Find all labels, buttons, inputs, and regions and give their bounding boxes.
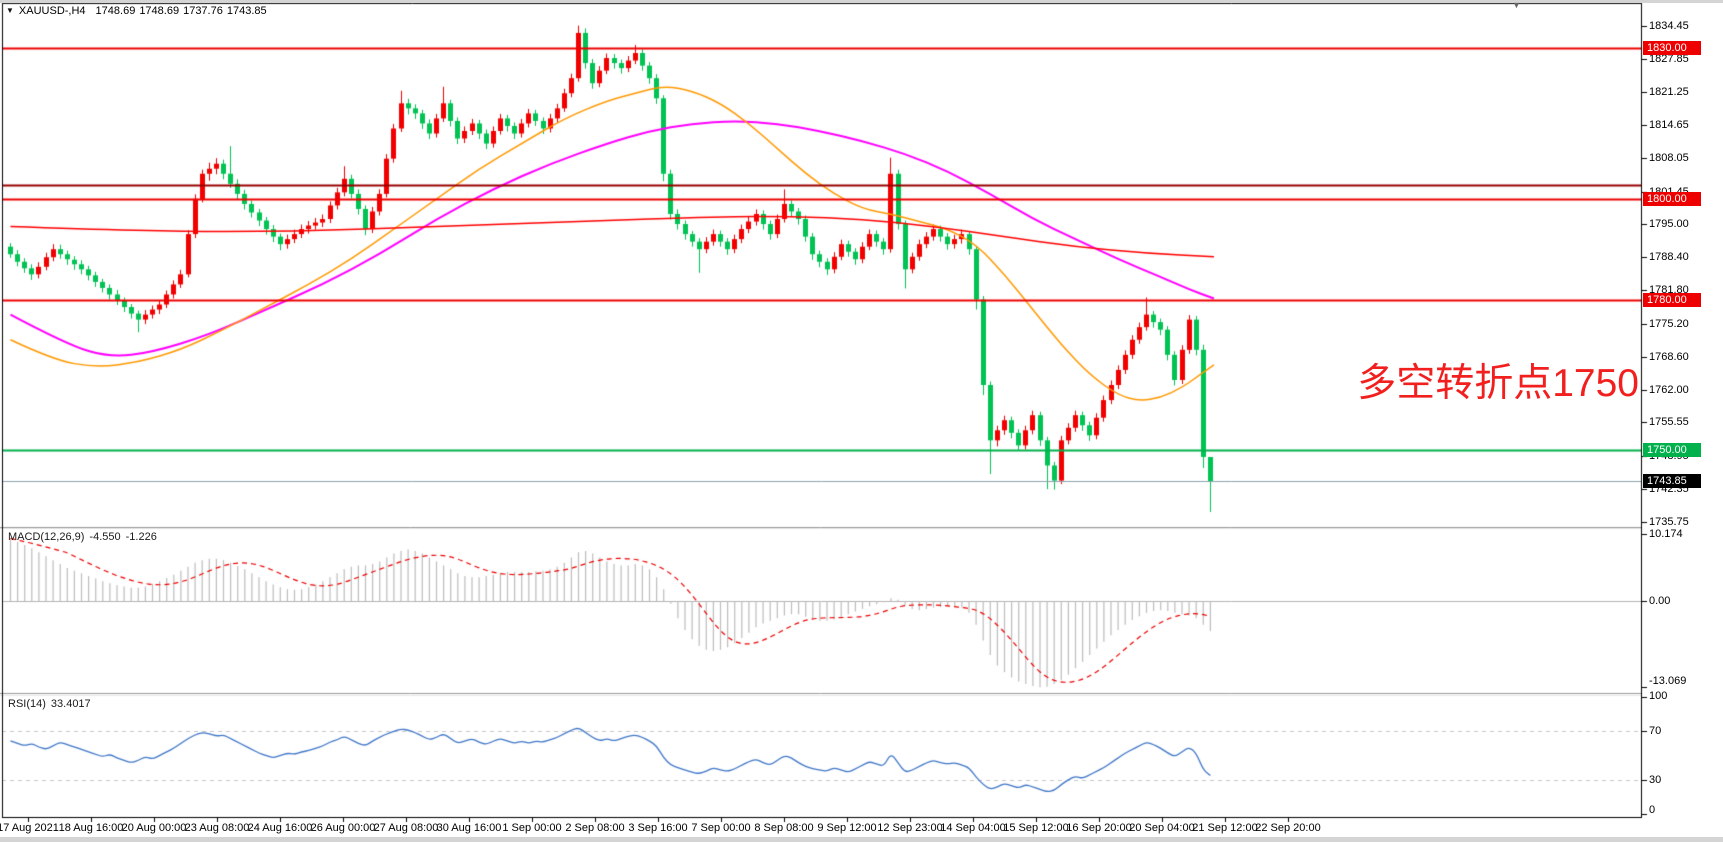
date-label: 3 Sep 16:00 — [628, 822, 688, 834]
date-label: 24 Aug 16:00 — [247, 822, 313, 834]
price-tick-label: 1762.00 — [1649, 384, 1689, 397]
rsi-value: 33.4017 — [50, 698, 91, 710]
symbol-header: ▼ XAUUSD-,H4 1748.69 1748.69 1737.76 1743.85 — [6, 5, 271, 17]
ohlc-low: 1737.76 — [183, 5, 223, 17]
date-label: 18 Aug 16:00 — [58, 822, 124, 834]
date-label: 1 Sep 00:00 — [502, 822, 562, 834]
window-top-edge — [0, 0, 1723, 3]
ohlc-close: 1743.85 — [226, 5, 267, 17]
current-price-badge: 1743.85 — [1643, 474, 1701, 489]
macd-axis-label: -13.069 — [1649, 675, 1687, 687]
date-label: 30 Aug 16:00 — [436, 822, 502, 834]
rsi-axis-label: 0 — [1649, 804, 1656, 816]
date-label: 16 Sep 20:00 — [1066, 822, 1132, 834]
level-price-badge: 1750.00 — [1643, 443, 1701, 458]
macd-axis-label: 0.00 — [1649, 595, 1671, 607]
date-label: 9 Sep 12:00 — [817, 822, 877, 834]
macd-value-main: -4.550 — [89, 531, 121, 543]
rsi-name: RSI(14) — [8, 698, 46, 710]
date-label: 27 Aug 08:00 — [373, 822, 439, 834]
price-tick-label: 1808.05 — [1649, 152, 1689, 165]
date-label: 14 Sep 04:00 — [940, 822, 1006, 834]
date-label: 26 Aug 00:00 — [310, 822, 376, 834]
rsi-axis-label: 30 — [1649, 773, 1662, 786]
ohlc-high: 1748.69 — [139, 5, 180, 17]
rsi-axis-label: 100 — [1649, 690, 1668, 702]
price-tick-label: 1755.55 — [1649, 416, 1689, 429]
date-label: 7 Sep 00:00 — [691, 822, 751, 834]
macd-axis-label: 10.174 — [1649, 527, 1683, 540]
level-price-badge: 1830.00 — [1643, 41, 1701, 55]
ohlc-open: 1748.69 — [95, 5, 136, 17]
level-price-badge: 1800.00 — [1643, 191, 1701, 206]
price-tick-label: 1821.25 — [1649, 86, 1689, 98]
date-label: 8 Sep 08:00 — [754, 822, 814, 834]
macd-indicator-label: MACD(12,26,9) -4.550 -1.226 — [8, 531, 162, 543]
level-price-badge: 1780.00 — [1643, 292, 1701, 307]
date-label: 22 Sep 20:00 — [1255, 822, 1321, 834]
date-label: 17 Aug 2021 — [0, 822, 59, 834]
chart-scroll-marker-icon[interactable]: ▼ — [1512, 0, 1521, 10]
price-tick-label: 1795.00 — [1649, 218, 1689, 231]
date-label: 12 Sep 23:00 — [877, 822, 943, 834]
symbol-dropdown-icon[interactable]: ▼ — [6, 6, 14, 15]
date-label: 15 Sep 12:00 — [1003, 822, 1069, 834]
price-tick-label: 1814.65 — [1649, 119, 1689, 132]
date-label: 21 Sep 12:00 — [1192, 822, 1258, 834]
chart-annotation-text[interactable]: 多空转折点1750 — [1357, 362, 1639, 405]
rsi-axis-label: 70 — [1649, 725, 1662, 738]
price-tick-label: 1735.75 — [1649, 516, 1689, 529]
date-label: 20 Sep 04:00 — [1129, 822, 1195, 834]
rsi-indicator-label: RSI(14) 33.4017 — [8, 698, 96, 710]
price-tick-label: 1788.40 — [1649, 251, 1689, 264]
date-label: 23 Aug 08:00 — [184, 822, 250, 834]
macd-value-signal: -1.226 — [125, 531, 157, 543]
window-bottom-edge — [0, 837, 1723, 842]
symbol-name: XAUUSD-,H4 — [18, 5, 86, 17]
macd-name: MACD(12,26,9) — [8, 531, 85, 543]
price-tick-label: 1834.45 — [1649, 19, 1689, 32]
date-label: 2 Sep 08:00 — [565, 822, 625, 834]
date-label: 20 Aug 00:00 — [121, 822, 187, 834]
price-tick-label: 1775.20 — [1649, 317, 1689, 330]
price-tick-label: 1827.85 — [1649, 52, 1689, 65]
price-tick-label: 1768.60 — [1649, 350, 1689, 363]
